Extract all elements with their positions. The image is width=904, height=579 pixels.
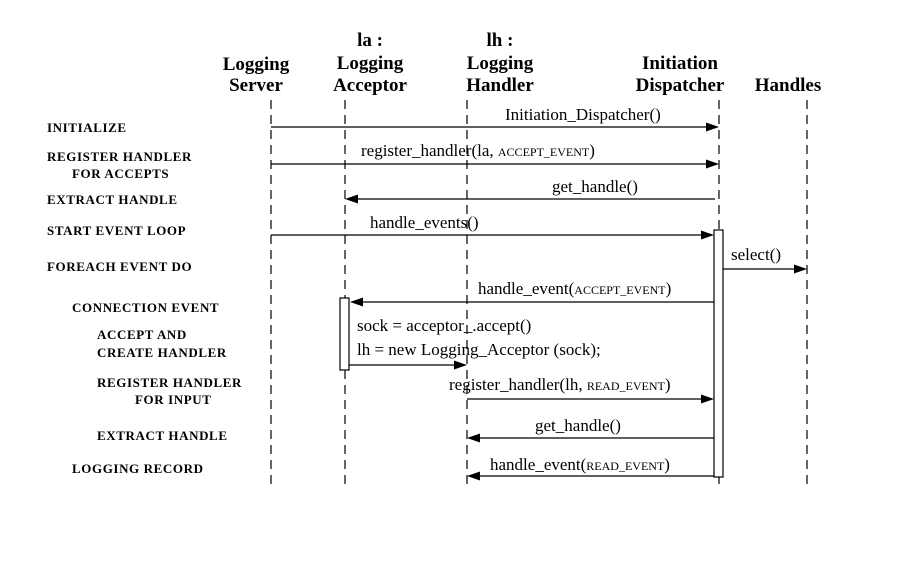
note-line: sock = acceptor_.accept() [357, 316, 531, 335]
arrowhead [701, 394, 714, 404]
activation-bar-dispatcher [713, 229, 724, 478]
message-label: get_handle() [535, 416, 621, 435]
message-label: register_handler(lh, READ_EVENT) [449, 375, 671, 394]
step-label: INITIALIZE [47, 120, 127, 135]
participant-initiation-dispatcher: Initiation Dispatcher [636, 53, 725, 96]
step-label: FOR ACCEPTS [72, 166, 169, 181]
step-label: CREATE HANDLER [97, 345, 227, 360]
participant-name-line: Handler [466, 75, 534, 96]
participant-name-line: Acceptor [333, 75, 407, 96]
message-handle-events: handle_events() [271, 213, 714, 240]
arrowhead [794, 264, 807, 274]
participant-name-line: Handles [755, 75, 822, 96]
participant-name-line: Server [229, 75, 283, 96]
message-label: handle_event(ACCEPT_EVENT) [478, 279, 671, 298]
step-labels: INITIALIZE REGISTER HANDLER FOR ACCEPTS … [47, 120, 242, 476]
participant-handles: Handles [755, 75, 822, 96]
participant-name-line: Logging [467, 53, 534, 74]
participant-logging-acceptor: la : Logging Acceptor [333, 30, 407, 96]
message-label: get_handle() [552, 177, 638, 196]
participant-name-line: Logging [223, 54, 290, 75]
message-get-handle-handler: get_handle() [467, 416, 714, 443]
arrowhead [706, 122, 719, 132]
message-register-handler-accept: register_handler(la, ACCEPT_EVENT) [271, 141, 719, 169]
message-create-handler [349, 360, 467, 370]
note-line: lh = new Logging_Acceptor (sock); [357, 340, 601, 359]
message-label: Initiation_Dispatcher() [505, 105, 661, 124]
arrowhead [350, 297, 363, 307]
step-label: EXTRACT HANDLE [47, 192, 178, 207]
step-label: REGISTER HANDLER [97, 375, 242, 390]
message-register-handler-read: register_handler(lh, READ_EVENT) [449, 375, 714, 404]
participant-name-line: Logging [337, 53, 404, 74]
participant-name-line: Dispatcher [636, 75, 725, 96]
message-label: select() [731, 245, 781, 264]
step-label: EXTRACT HANDLE [97, 428, 228, 443]
step-label: REGISTER HANDLER [47, 149, 192, 164]
message-label: register_handler(la, ACCEPT_EVENT) [361, 141, 595, 160]
message-label: handle_events() [370, 213, 479, 232]
step-label: FOR INPUT [135, 392, 212, 407]
step-label: START EVENT LOOP [47, 223, 186, 238]
arrowhead [706, 159, 719, 169]
arrowhead [701, 230, 714, 240]
message-handle-event-read: handle_event(READ_EVENT) [467, 455, 714, 481]
arrowhead [467, 471, 480, 481]
message-label: handle_event(READ_EVENT) [490, 455, 670, 474]
participant-instance-label: lh : [487, 30, 514, 51]
participant-logging-handler: lh : Logging Handler [466, 30, 534, 96]
participant-instance-label: la : [357, 30, 383, 51]
arrowhead [345, 194, 358, 204]
acceptor-code-note: sock = acceptor_.accept() lh = new Loggi… [357, 316, 601, 359]
participant-logging-server: Logging Server [223, 54, 290, 96]
message-select: select() [723, 245, 807, 274]
message-handle-event-accept: handle_event(ACCEPT_EVENT) [350, 279, 714, 307]
message-initiation-dispatcher: Initiation_Dispatcher() [271, 105, 719, 132]
step-label: ACCEPT AND [97, 327, 187, 342]
message-get-handle-acceptor: get_handle() [345, 177, 715, 204]
step-label: LOGGING RECORD [72, 461, 204, 476]
step-label: FOREACH EVENT DO [47, 259, 192, 274]
participant-name-line: Initiation [642, 53, 718, 74]
activation-bar-acceptor [339, 297, 350, 371]
arrowhead [454, 360, 467, 370]
step-label: CONNECTION EVENT [72, 300, 219, 315]
arrowhead [467, 433, 480, 443]
